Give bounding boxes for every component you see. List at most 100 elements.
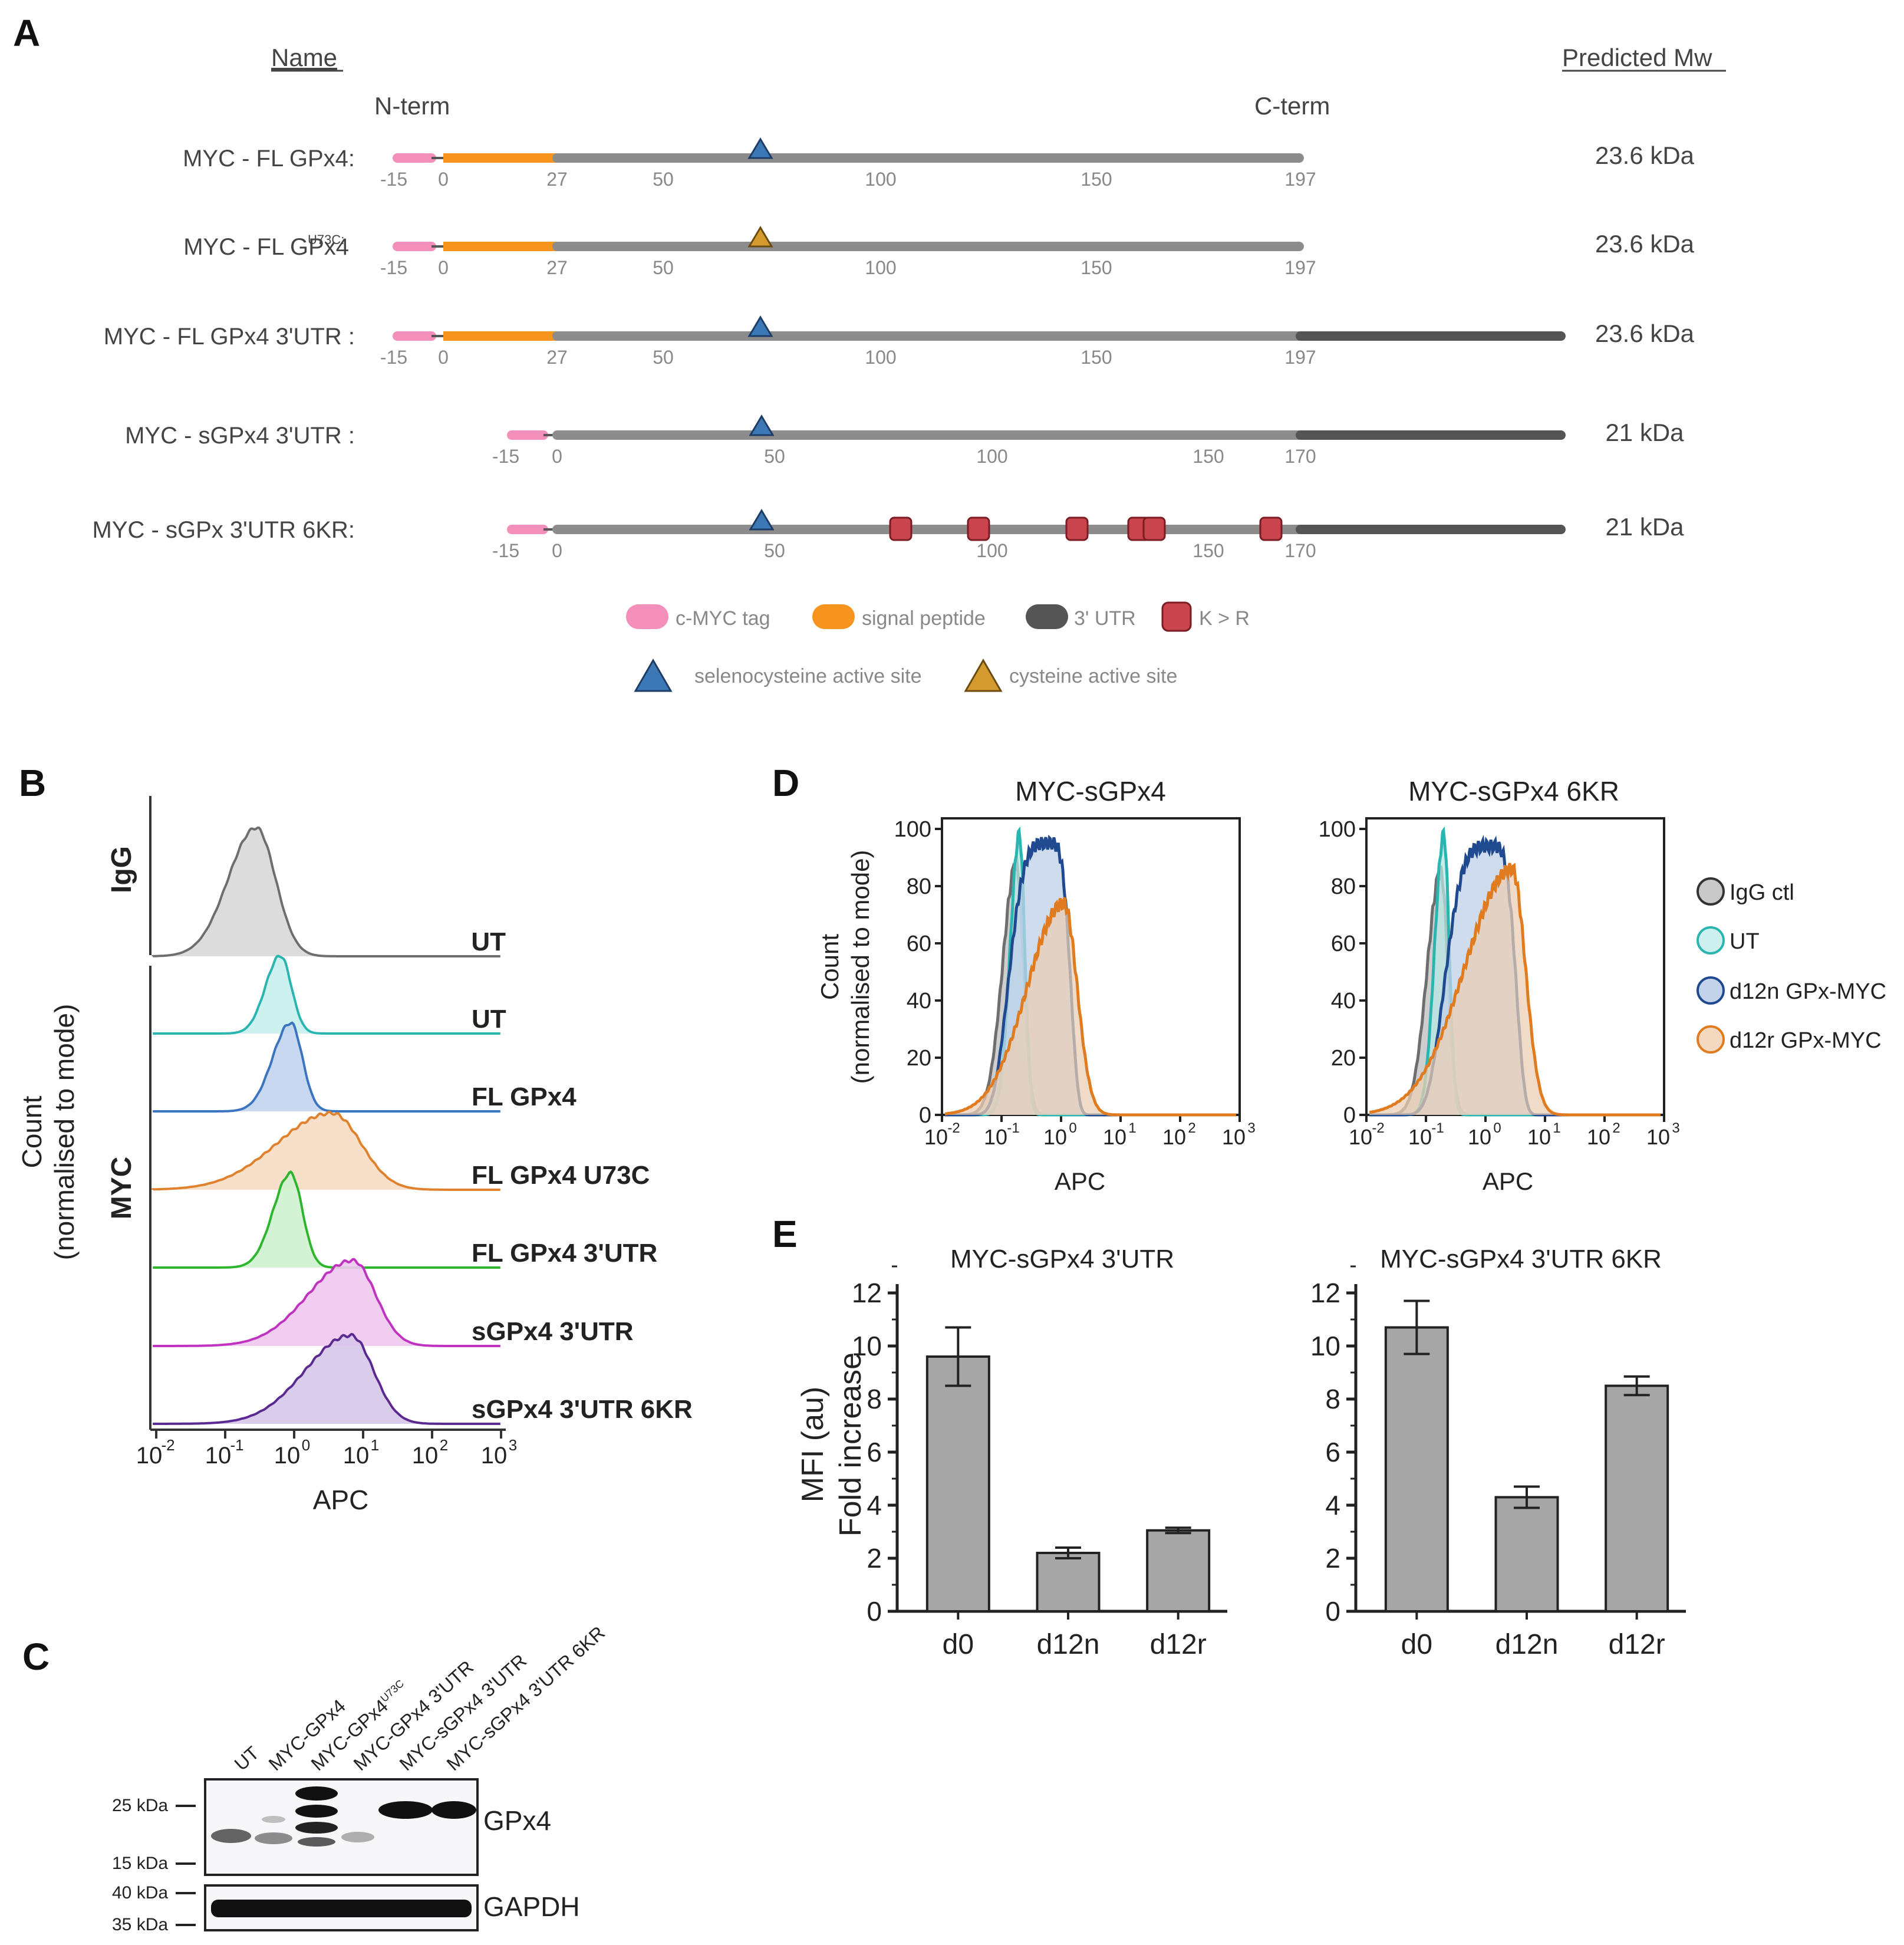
- legend-d12r-label: d12r GPx-MYC: [1730, 1028, 1882, 1053]
- panel-letter-e: E: [772, 1213, 798, 1255]
- panel-d-xlabel-2: APC: [1483, 1167, 1533, 1195]
- construct-tick: 170: [1284, 540, 1316, 561]
- panel-b-xlabel: APC: [313, 1485, 369, 1515]
- y-tick-label: 60: [1331, 932, 1356, 956]
- histogram-label: sGPx4 3'UTR 6KR: [472, 1395, 693, 1424]
- flow-histogram-line: [1369, 863, 1661, 1117]
- bar: [1605, 1384, 1669, 1612]
- construct-tick: 100: [865, 169, 896, 190]
- histogram-track: FL GPx4 U73C: [151, 1110, 650, 1191]
- y-tick-label: 12: [852, 1278, 882, 1308]
- y-tick-label: 12: [1310, 1278, 1340, 1308]
- y-tick-label: 100: [1319, 817, 1356, 842]
- panel-e-ylabel-2: Fold increase: [834, 1352, 868, 1536]
- marker-40: 40 kDa: [112, 1883, 168, 1903]
- histogram-label: UT: [471, 927, 506, 956]
- flow-histogram: [945, 834, 1237, 1117]
- selenocysteine-site-icon: [747, 137, 773, 159]
- gapdh-blot-label: GAPDH: [483, 1891, 580, 1922]
- y-tick-label: 20: [907, 1046, 931, 1071]
- y-tick-label: 60: [907, 932, 931, 956]
- x-tick-exponent: 2: [440, 1436, 448, 1454]
- histogram-label: FL GPx4 3'UTR: [472, 1239, 657, 1268]
- construct-tick: 0: [438, 169, 449, 190]
- mw-header: Predicted Mw: [1562, 44, 1712, 71]
- x-tick-label: 10: [1468, 1125, 1491, 1149]
- construct-row: MYC - FL GPx4: -15 0 27 50 100 150 197 23.6 kDa: [183, 137, 1695, 190]
- construct-tick: 0: [552, 540, 562, 561]
- x-tick-exponent: 2: [1612, 1120, 1620, 1136]
- panel-e-chart-2: MYC-sGPx4 3'UTR 6KR 0 2 4 6 8 10 12 d0 d12n d12r: [1310, 1245, 1686, 1660]
- construct-tick: 100: [865, 257, 896, 278]
- construct-row: MYC - sGPx 3'UTR 6KR: -15 0 50 100 150 170 21 k…: [93, 509, 1684, 561]
- y-tick-label: 8: [1325, 1384, 1340, 1414]
- selenocysteine-site-icon: [749, 509, 775, 531]
- x-tick-exponent: -1: [230, 1436, 243, 1454]
- gpx4-blot: [204, 1778, 479, 1876]
- predicted-mw: 23.6 kDa: [1595, 141, 1695, 169]
- flow-histogram-line: [944, 897, 1236, 1117]
- construct-tick: 27: [546, 257, 568, 278]
- bar: [1146, 1529, 1211, 1612]
- histogram-track: FL GPx4 3'UTR: [153, 1170, 657, 1269]
- panel-b-ylabel-1: Count: [17, 1095, 47, 1168]
- y-tick-label: 80: [1331, 874, 1356, 899]
- flow-histogram-line: [945, 857, 1236, 1117]
- y-tick-label: 8: [867, 1384, 882, 1414]
- flow-histogram-fill: [1369, 863, 1661, 1115]
- histogram-fill: [153, 1259, 501, 1346]
- legend-sec-icon: [634, 658, 673, 692]
- construct-tick: 150: [1081, 347, 1112, 368]
- panel-letter-d: D: [772, 762, 799, 804]
- y-tick-label: 80: [907, 874, 931, 899]
- histogram-line: [153, 1170, 500, 1269]
- x-tick-label: 10: [1043, 1125, 1067, 1149]
- construct-tick: 100: [976, 540, 1007, 561]
- y-tick-label: 6: [1325, 1437, 1340, 1467]
- panel-e-ylabel-1: MFI (au): [796, 1387, 830, 1502]
- x-tick-exponent: 0: [1493, 1120, 1501, 1136]
- y-tick-label: 4: [1325, 1490, 1340, 1521]
- histogram-track: sGPx4 3'UTR: [153, 1258, 634, 1347]
- x-tick-label: 10: [1103, 1125, 1126, 1149]
- x-tick-label: 10: [136, 1443, 163, 1469]
- histogram-label: UT: [472, 1005, 506, 1034]
- category-label: d12r: [1609, 1629, 1665, 1660]
- plot-frame: [941, 817, 1241, 1116]
- panel-b-histograms: UT UT FL GPx4 FL GPx4 U73C FL GPx4 3'UTR sGPx…: [151, 826, 693, 1425]
- kr-mutation-icon: [967, 516, 990, 541]
- histogram-fill: [153, 1334, 501, 1424]
- legend-ut-label: UT: [1730, 929, 1760, 954]
- bar: [1494, 1496, 1559, 1612]
- cysteine-site-icon: [747, 226, 773, 248]
- x-tick-exponent: -2: [947, 1120, 960, 1136]
- band: [295, 1822, 338, 1834]
- legend-signal-swatch: [812, 604, 855, 629]
- histogram-line: [153, 1021, 500, 1113]
- panel-d-title-2: MYC-sGPx4 6KR: [1408, 776, 1619, 807]
- x-tick-exponent: -2: [161, 1436, 174, 1454]
- x-tick-label: 10: [1162, 1125, 1186, 1149]
- band: [378, 1801, 433, 1819]
- y-tick-label: 0: [1325, 1596, 1340, 1627]
- construct-tick: -15: [492, 446, 519, 467]
- band: [295, 1786, 338, 1801]
- construct-name: MYC - FL GPx4: [183, 234, 349, 260]
- construct-name: MYC - FL GPx4 3'UTR :: [104, 324, 355, 350]
- selenocysteine-site-icon: [749, 414, 775, 436]
- construct-tick: 150: [1081, 257, 1112, 278]
- y-tick-label: 0: [867, 1596, 882, 1627]
- y-tick-label: 40: [1331, 989, 1356, 1013]
- construct-tick: 100: [976, 446, 1007, 467]
- c-term-label: C-term: [1254, 92, 1330, 120]
- predicted-mw: 21 kDa: [1605, 419, 1684, 446]
- bar: [1384, 1326, 1449, 1612]
- histogram-fill: [153, 1022, 501, 1111]
- panel-d-xlabel-1: APC: [1055, 1167, 1105, 1195]
- category-label: d0: [943, 1629, 974, 1660]
- chart-title: MYC-sGPx4 3'UTR 6KR: [1380, 1245, 1662, 1273]
